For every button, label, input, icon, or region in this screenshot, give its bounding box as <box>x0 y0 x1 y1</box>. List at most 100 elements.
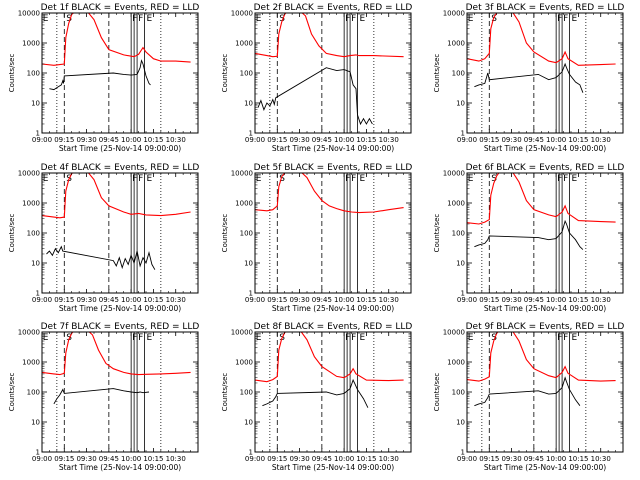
y-tick-label: 1000 <box>235 40 253 48</box>
lld-series-line <box>255 332 404 383</box>
x-tick-label: 09:00 <box>245 296 265 304</box>
lld-series-line <box>42 13 191 66</box>
event-marker-label: E <box>572 174 578 184</box>
y-tick-label: 10 <box>456 260 465 268</box>
panel-title: Det 8f BLACK = Events, RED = LLD <box>254 322 413 332</box>
x-tick-label: 10:00 <box>334 296 354 304</box>
events-series-line <box>46 245 156 270</box>
x-tick-label: 10:15 <box>356 455 376 463</box>
x-tick-label: 10:30 <box>591 296 611 304</box>
event-marker-label: F <box>132 333 137 343</box>
event-marker-label: F <box>138 333 143 343</box>
x-tick-label: 10:15 <box>143 296 163 304</box>
y-tick-label: 10 <box>31 100 40 108</box>
x-tick-label: 10:00 <box>121 296 141 304</box>
events-series-line <box>474 62 584 93</box>
x-tick-label: 10:00 <box>546 296 566 304</box>
y-tick-label: 10000 <box>443 10 465 18</box>
panel-title: Det 6f BLACK = Events, RED = LLD <box>466 163 625 173</box>
event-marker-label: F <box>557 174 562 184</box>
x-tick-label: 10:30 <box>591 455 611 463</box>
events-series-line <box>474 376 581 407</box>
y-axis-label: Counts/sec <box>8 373 16 412</box>
panel-title: Det 5f BLACK = Events, RED = LLD <box>254 163 413 173</box>
x-tick-label: 09:00 <box>32 136 52 144</box>
x-tick-label: 09:45 <box>524 136 544 144</box>
x-tick-label: 09:00 <box>457 296 477 304</box>
event-marker-label: S <box>66 14 72 24</box>
y-tick-label: 100 <box>27 230 40 238</box>
y-tick-label: 1 <box>36 449 40 457</box>
x-tick-label: 09:30 <box>76 296 96 304</box>
y-tick-label: 1 <box>461 130 465 138</box>
event-marker-label: S <box>279 174 285 184</box>
y-tick-label: 1000 <box>447 40 465 48</box>
x-axis-label: Start Time (25-Nov-14 09:00:00) <box>484 144 606 153</box>
x-tick-label: 09:30 <box>76 455 96 463</box>
x-tick-label: 10:15 <box>356 296 376 304</box>
panel-title: Det 1f BLACK = Events, RED = LLD <box>41 3 200 13</box>
event-marker-label: S <box>279 14 285 24</box>
x-tick-label: 09:30 <box>501 296 521 304</box>
panel-title: Det 2f BLACK = Events, RED = LLD <box>254 3 413 13</box>
lld-series-line <box>42 332 191 376</box>
x-tick-label: 09:45 <box>99 296 119 304</box>
event-marker-label: F <box>351 333 356 343</box>
event-marker-label: F <box>345 174 350 184</box>
y-tick-label: 1000 <box>447 200 465 208</box>
x-tick-label: 10:15 <box>143 455 163 463</box>
x-tick-label: 10:15 <box>568 455 588 463</box>
event-marker-label: E <box>360 174 366 184</box>
y-tick-label: 100 <box>452 389 465 397</box>
y-tick-label: 1000 <box>235 359 253 367</box>
y-axis-label: Counts/sec <box>433 373 441 412</box>
y-tick-label: 1 <box>249 130 253 138</box>
event-marker-label: E <box>147 333 153 343</box>
x-axis-label: Start Time (25-Nov-14 09:00:00) <box>272 304 394 313</box>
event-marker-label: E <box>256 174 262 184</box>
event-marker-label: F <box>563 174 568 184</box>
y-tick-label: 10 <box>31 260 40 268</box>
x-tick-label: 09:15 <box>479 136 499 144</box>
y-axis-label: Counts/sec <box>433 54 441 93</box>
x-tick-label: 09:45 <box>99 455 119 463</box>
y-tick-label: 1 <box>36 130 40 138</box>
y-tick-label: 1 <box>249 449 253 457</box>
event-marker-label: E <box>256 14 262 24</box>
x-tick-label: 09:45 <box>524 455 544 463</box>
y-tick-label: 1000 <box>235 200 253 208</box>
x-axis-label: Start Time (25-Nov-14 09:00:00) <box>59 463 181 472</box>
y-tick-label: 100 <box>27 70 40 78</box>
y-axis-label: Counts/sec <box>8 214 16 253</box>
x-tick-label: 09:15 <box>267 296 287 304</box>
events-series-line <box>49 59 151 91</box>
y-axis-label: Counts/sec <box>221 54 229 93</box>
y-tick-label: 10 <box>244 260 253 268</box>
event-marker-label: F <box>132 174 137 184</box>
x-tick-label: 10:30 <box>379 455 399 463</box>
events-series-line <box>257 67 373 126</box>
x-tick-label: 10:00 <box>121 136 141 144</box>
event-marker-label: E <box>147 174 153 184</box>
panel-title: Det 4f BLACK = Events, RED = LLD <box>41 163 200 173</box>
lld-series-line <box>467 13 616 66</box>
y-tick-label: 10000 <box>231 329 253 337</box>
y-tick-label: 10000 <box>443 170 465 178</box>
panel-title: Det 9f BLACK = Events, RED = LLD <box>466 322 625 332</box>
event-marker-label: E <box>360 333 366 343</box>
y-tick-label: 10000 <box>231 10 253 18</box>
event-marker-label: F <box>563 14 568 24</box>
x-tick-label: 09:15 <box>54 455 74 463</box>
event-marker-label: F <box>557 333 562 343</box>
x-tick-label: 09:00 <box>457 136 477 144</box>
x-tick-label: 10:00 <box>334 136 354 144</box>
x-tick-label: 09:15 <box>479 455 499 463</box>
event-marker-label: S <box>491 174 497 184</box>
x-tick-label: 09:00 <box>32 455 52 463</box>
y-tick-label: 10 <box>456 100 465 108</box>
